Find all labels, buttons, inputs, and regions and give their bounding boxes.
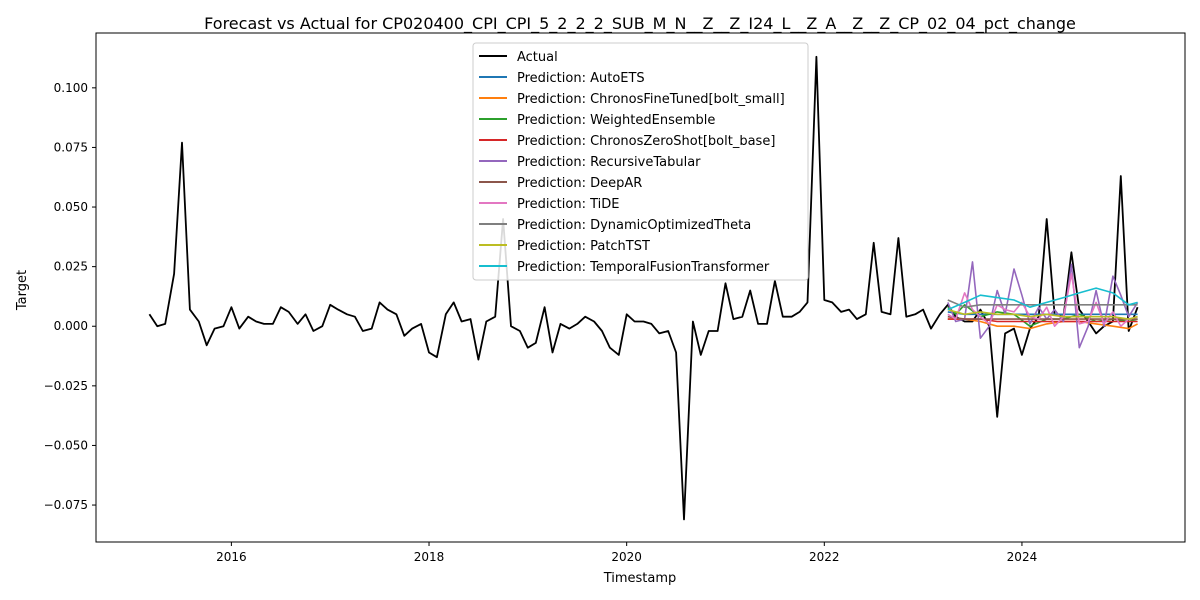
legend-label-1: Prediction: AutoETS xyxy=(517,71,645,86)
x-tick-label-1: 2018 xyxy=(414,550,445,564)
y-axis-label: Target xyxy=(15,270,30,311)
y-tick-label-2: −0.025 xyxy=(44,379,88,393)
series-line-8 xyxy=(947,299,1138,309)
legend-label-5: Prediction: RecursiveTabular xyxy=(517,155,701,170)
y-tick-label-5: 0.050 xyxy=(54,200,88,214)
x-axis: 2016 2018 2020 2022 2024 xyxy=(216,542,1037,564)
legend-label-0: Actual xyxy=(517,50,558,65)
legend-label-3: Prediction: WeightedEnsemble xyxy=(517,113,715,128)
legend-label-8: Prediction: DynamicOptimizedTheta xyxy=(517,218,751,233)
legend-box xyxy=(472,42,809,281)
series-line-0 xyxy=(148,55,1139,521)
legend-label-4: Prediction: ChronosZeroShot[bolt_base] xyxy=(517,134,775,149)
x-tick-label-4: 2024 xyxy=(1007,550,1038,564)
y-tick-label-0: −0.075 xyxy=(44,498,88,512)
plot-frame xyxy=(95,32,1186,543)
y-tick-label-1: −0.050 xyxy=(44,438,88,452)
x-tick-label-2: 2020 xyxy=(611,550,642,564)
chart-title: Forecast vs Actual for CP020400_CPI_CPI_… xyxy=(204,14,1076,34)
legend-label-9: Prediction: PatchTST xyxy=(517,239,650,254)
y-tick-label-6: 0.075 xyxy=(54,140,88,154)
series-line-7 xyxy=(947,272,1138,328)
legend: Actual Prediction: AutoETS Prediction: Chr… xyxy=(472,42,809,281)
legend-label-10: Prediction: TemporalFusionTransformer xyxy=(517,260,770,275)
x-axis-label: Timestamp xyxy=(603,571,677,586)
legend-label-7: Prediction: TiDE xyxy=(517,197,619,212)
series-line-2 xyxy=(947,318,1138,330)
y-tick-label-4: 0.025 xyxy=(54,260,88,274)
x-tick-label-3: 2022 xyxy=(809,550,840,564)
series-line-10 xyxy=(947,287,1138,311)
series-layer xyxy=(148,55,1139,521)
y-tick-label-3: 0.000 xyxy=(54,319,88,333)
series-line-9 xyxy=(947,308,1138,320)
legend-label-6: Prediction: DeepAR xyxy=(517,176,642,191)
x-tick-label-0: 2016 xyxy=(216,550,247,564)
y-axis: −0.075 −0.050 −0.025 0.000 0.025 0.050 0.075 0.… xyxy=(44,81,96,512)
legend-label-2: Prediction: ChronosFineTuned[bolt_small] xyxy=(517,92,785,107)
y-tick-label-7: 0.100 xyxy=(54,81,88,95)
series-line-6 xyxy=(947,315,1138,320)
